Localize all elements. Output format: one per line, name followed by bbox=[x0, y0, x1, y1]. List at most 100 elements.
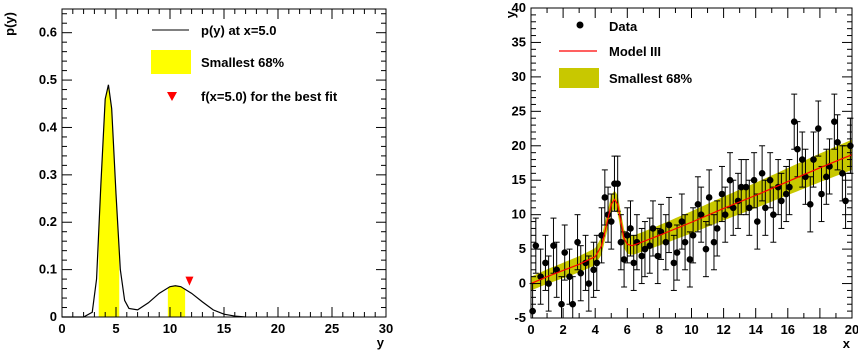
series-line-p-of-y bbox=[62, 84, 246, 318]
data-point bbox=[742, 183, 750, 191]
data-point bbox=[737, 183, 745, 191]
data-point bbox=[607, 218, 615, 225]
data-point bbox=[620, 256, 628, 263]
x-tick-label: 10 bbox=[163, 321, 177, 336]
data-point bbox=[834, 139, 841, 146]
data-point bbox=[794, 145, 801, 153]
x-tick-label: 18 bbox=[813, 322, 827, 337]
data-point bbox=[814, 125, 822, 132]
data-point bbox=[646, 242, 654, 249]
y-axis-label: y bbox=[503, 10, 518, 18]
data-point bbox=[810, 156, 817, 163]
data-point bbox=[798, 156, 806, 163]
data-point bbox=[686, 256, 694, 263]
x-axis-label: x bbox=[843, 336, 851, 351]
y-tick-label: 0.4 bbox=[39, 119, 58, 134]
data-point bbox=[585, 280, 593, 287]
data-point bbox=[532, 242, 540, 249]
data-point bbox=[624, 232, 631, 239]
data-point bbox=[790, 118, 798, 125]
y-tick-label: 0.5 bbox=[39, 72, 57, 87]
data-point bbox=[697, 211, 705, 218]
data-point bbox=[758, 170, 766, 177]
data-point bbox=[649, 225, 657, 232]
data-point bbox=[614, 180, 621, 187]
x-tick-label: 14 bbox=[748, 322, 763, 337]
x-tick-label: 6 bbox=[624, 322, 631, 337]
data-point bbox=[566, 273, 573, 280]
x-tick-label: 16 bbox=[781, 322, 795, 337]
x-tick-label: 15 bbox=[217, 321, 231, 336]
data-point bbox=[542, 259, 549, 267]
y-tick-label: 5 bbox=[519, 241, 526, 256]
x-tick-label: 5 bbox=[112, 321, 119, 336]
data-point bbox=[641, 245, 649, 253]
y-axis-label: p(y) bbox=[2, 12, 17, 36]
data-point bbox=[638, 252, 646, 260]
y-tick-label: 0 bbox=[519, 276, 526, 291]
data-point bbox=[754, 218, 761, 225]
data-point bbox=[718, 190, 726, 198]
x-tick-label: 2 bbox=[559, 322, 566, 337]
y-tick-label: 30 bbox=[512, 69, 526, 84]
data-point bbox=[823, 173, 830, 181]
data-point bbox=[553, 266, 560, 274]
y-tick-label: 40 bbox=[512, 0, 526, 15]
data-point bbox=[702, 245, 710, 253]
plot-p-of-y: 0 5 10 15 20 25 30 0 0.1 0.2 0.3 0.4 0.5 0.6 y p(y) bbox=[2, 8, 393, 350]
x-tick-label: 4 bbox=[592, 322, 600, 337]
data-point bbox=[689, 232, 697, 239]
x-tick-label: 0 bbox=[527, 322, 534, 337]
x-tick-label: 0 bbox=[58, 321, 65, 336]
y-tick-label: 10 bbox=[512, 207, 526, 222]
data-point bbox=[770, 211, 777, 218]
data-point bbox=[713, 225, 721, 232]
x-tick-label: 20 bbox=[845, 322, 858, 337]
smallest-68-band bbox=[531, 139, 852, 291]
data-point bbox=[545, 280, 552, 287]
x-tick-label: 30 bbox=[379, 321, 393, 336]
data-point bbox=[750, 176, 758, 184]
data-point bbox=[569, 300, 577, 308]
y-tick-label: 0.2 bbox=[39, 214, 57, 229]
data-point bbox=[670, 259, 678, 267]
y-tick-label: 35 bbox=[512, 34, 526, 49]
x-tick-label: 12 bbox=[716, 322, 730, 337]
data-point bbox=[782, 190, 790, 198]
smallest-68-band bbox=[98, 84, 120, 317]
y-tick-label: 25 bbox=[512, 103, 526, 118]
data-point bbox=[590, 266, 597, 274]
data-point bbox=[786, 183, 793, 191]
data-point bbox=[806, 201, 814, 208]
data-point bbox=[665, 221, 673, 229]
data-point bbox=[574, 238, 581, 246]
data-point bbox=[678, 218, 686, 225]
data-point bbox=[726, 176, 734, 184]
smallest-68-band bbox=[167, 285, 186, 317]
data-point bbox=[617, 238, 625, 246]
data-point bbox=[766, 176, 774, 184]
data-point bbox=[762, 204, 769, 212]
y-tick-label: 0.6 bbox=[39, 25, 57, 40]
data-point bbox=[593, 259, 601, 267]
data-point bbox=[630, 259, 638, 267]
x-tick-label: 25 bbox=[325, 321, 339, 336]
series-line-model-iii bbox=[530, 154, 853, 285]
data-point bbox=[558, 300, 565, 308]
data-point bbox=[818, 190, 825, 198]
y-tick-label: 0.3 bbox=[39, 167, 57, 182]
x-axis-label: y bbox=[377, 335, 385, 350]
data-point bbox=[550, 242, 557, 249]
data-point bbox=[705, 194, 713, 201]
data-point bbox=[839, 170, 846, 177]
x-tick-label: 8 bbox=[656, 322, 663, 337]
data-point bbox=[842, 197, 849, 205]
y-tick-label: 0 bbox=[50, 309, 57, 324]
data-point bbox=[577, 269, 585, 277]
y-tick-label: 0.1 bbox=[39, 262, 57, 277]
data-point bbox=[681, 238, 689, 246]
y-tick-label: 20 bbox=[512, 138, 526, 153]
data-point bbox=[710, 238, 718, 246]
data-point bbox=[721, 211, 729, 218]
